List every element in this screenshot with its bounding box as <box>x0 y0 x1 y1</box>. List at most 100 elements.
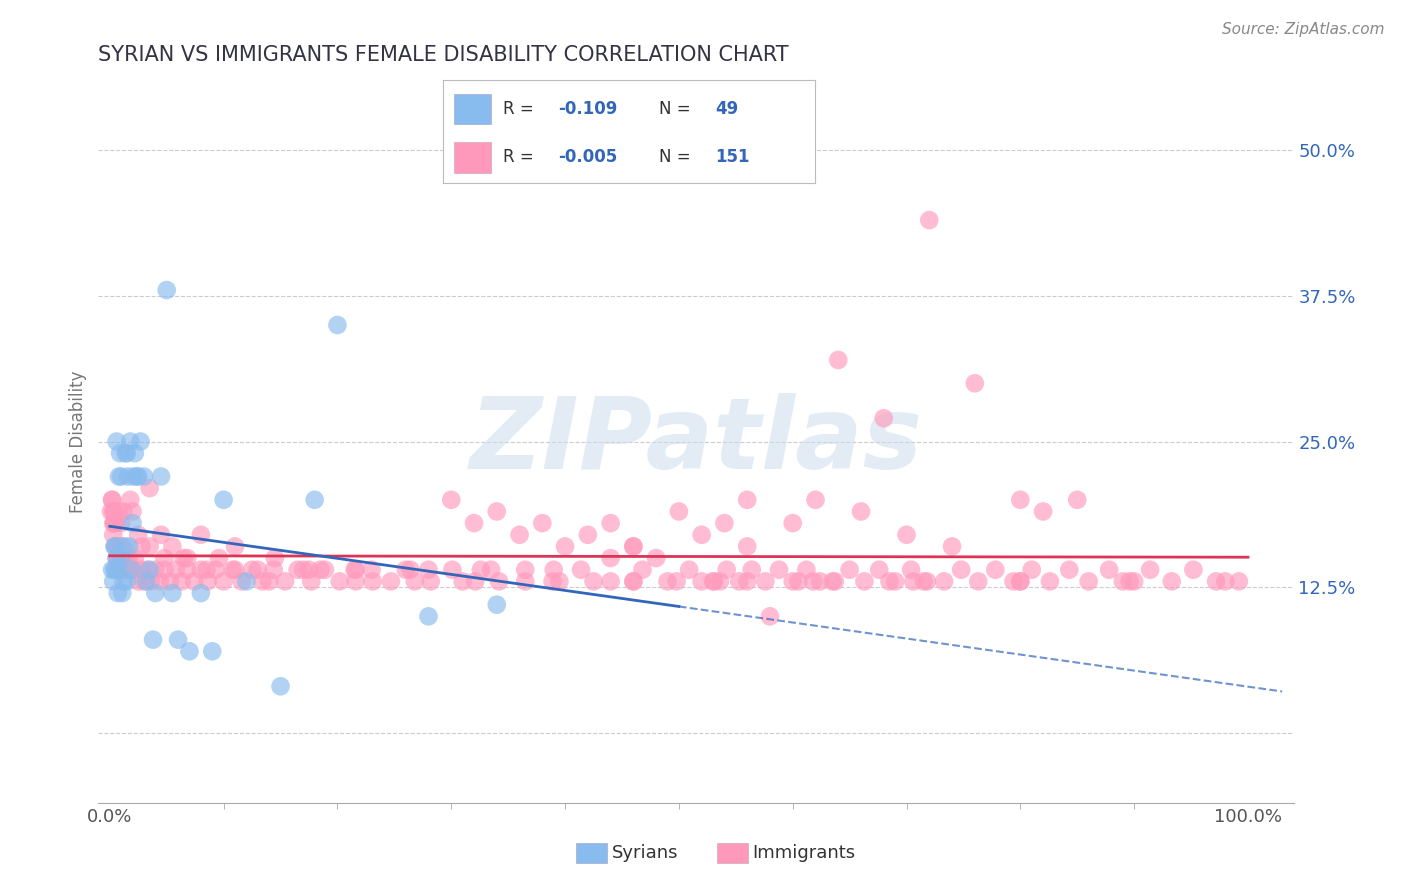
Point <box>121 504 143 518</box>
Point <box>190 586 212 600</box>
Point <box>292 563 315 577</box>
Point <box>657 574 679 589</box>
Point <box>735 540 758 554</box>
Point <box>124 446 146 460</box>
Point <box>1123 574 1146 589</box>
Point <box>576 528 599 542</box>
Point <box>1227 574 1250 589</box>
Point <box>1182 563 1205 577</box>
Text: ZIPatlas: ZIPatlas <box>470 393 922 490</box>
Point <box>136 563 159 577</box>
Point <box>668 504 690 518</box>
Point <box>782 574 804 589</box>
Point <box>224 563 246 577</box>
Point <box>132 469 155 483</box>
Point <box>190 528 212 542</box>
Point <box>120 563 142 577</box>
Point <box>103 540 125 554</box>
Point <box>231 574 253 589</box>
Point <box>1039 574 1062 589</box>
Point <box>201 644 224 658</box>
Point <box>599 551 621 566</box>
Point <box>728 574 751 589</box>
Point <box>690 528 713 542</box>
Point <box>801 574 824 589</box>
Point <box>716 563 738 577</box>
Point <box>114 446 136 460</box>
Point <box>129 434 152 449</box>
Point <box>915 574 938 589</box>
Point <box>115 563 138 577</box>
Point <box>132 574 155 589</box>
Point <box>142 632 165 647</box>
Point <box>252 574 274 589</box>
Point <box>121 516 143 530</box>
Point <box>257 574 280 589</box>
Point <box>343 563 366 577</box>
Point <box>932 574 955 589</box>
Point <box>274 574 297 589</box>
Point <box>124 551 146 566</box>
Point <box>541 574 564 589</box>
Point <box>509 528 531 542</box>
Point <box>135 574 157 589</box>
Point <box>884 574 907 589</box>
Point <box>515 574 537 589</box>
Point <box>941 540 963 554</box>
Point <box>488 574 510 589</box>
Point <box>103 574 125 589</box>
Point <box>103 516 125 530</box>
Text: -0.005: -0.005 <box>558 148 617 166</box>
Point <box>1010 574 1032 589</box>
Point <box>121 563 143 577</box>
Point <box>114 551 136 566</box>
Point <box>868 563 890 577</box>
Point <box>404 574 426 589</box>
Point <box>451 574 474 589</box>
Text: Source: ZipAtlas.com: Source: ZipAtlas.com <box>1222 22 1385 37</box>
Point <box>1010 574 1032 589</box>
Point <box>360 563 382 577</box>
Point <box>101 492 124 507</box>
Point <box>287 563 309 577</box>
Point <box>190 563 212 577</box>
Point <box>1205 574 1227 589</box>
Point <box>569 563 592 577</box>
Point <box>107 563 129 577</box>
Point <box>107 540 129 554</box>
Point <box>1160 574 1182 589</box>
Point <box>150 469 173 483</box>
Point <box>101 492 124 507</box>
Point <box>709 574 731 589</box>
Point <box>1021 563 1043 577</box>
Text: Immigrants: Immigrants <box>752 844 855 862</box>
Point <box>531 516 554 530</box>
Point <box>156 283 179 297</box>
Point <box>138 540 160 554</box>
Text: 49: 49 <box>714 100 738 118</box>
Point <box>380 574 402 589</box>
Point <box>108 563 131 577</box>
Point <box>143 563 166 577</box>
Point <box>127 574 149 589</box>
Point <box>120 434 142 449</box>
Point <box>485 598 508 612</box>
Point <box>621 540 644 554</box>
Point <box>139 574 162 589</box>
Point <box>918 213 941 227</box>
Point <box>263 563 285 577</box>
Point <box>103 504 125 518</box>
Point <box>117 469 139 483</box>
Point <box>1118 574 1140 589</box>
Point <box>103 528 125 542</box>
Point <box>621 574 644 589</box>
Point <box>298 563 321 577</box>
Point <box>361 574 384 589</box>
Point <box>263 551 285 566</box>
Point <box>112 574 135 589</box>
Point <box>143 586 166 600</box>
FancyBboxPatch shape <box>454 94 491 124</box>
Point <box>108 446 131 460</box>
Point <box>554 540 576 554</box>
Point <box>304 492 326 507</box>
